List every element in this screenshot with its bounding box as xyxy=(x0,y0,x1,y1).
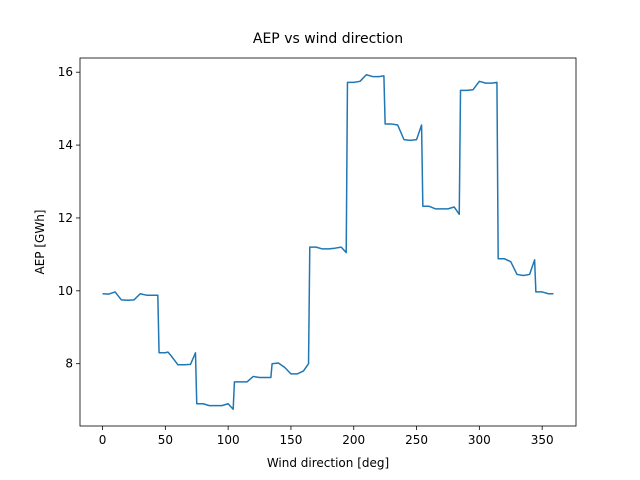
x-tick-label: 100 xyxy=(217,433,240,447)
y-tick-label: 12 xyxy=(58,211,73,225)
data-line xyxy=(102,74,554,410)
y-axis-label: AEP [GWh] xyxy=(33,210,47,275)
x-tick-label: 350 xyxy=(531,433,554,447)
plot-frame xyxy=(79,57,577,427)
y-tick-label: 8 xyxy=(65,357,73,371)
x-tick-label: 50 xyxy=(158,433,173,447)
x-tick-label: 300 xyxy=(468,433,491,447)
y-tick-label: 14 xyxy=(58,138,73,152)
x-tick-label: 250 xyxy=(405,433,428,447)
chart-title: AEP vs wind direction xyxy=(253,31,403,47)
x-tick-label: 200 xyxy=(342,433,365,447)
x-tick-label: 0 xyxy=(99,433,107,447)
x-tick-label: 150 xyxy=(279,433,302,447)
y-tick-label: 10 xyxy=(58,284,73,298)
x-axis-label: Wind direction [deg] xyxy=(267,456,389,470)
y-tick-label: 16 xyxy=(58,65,73,79)
